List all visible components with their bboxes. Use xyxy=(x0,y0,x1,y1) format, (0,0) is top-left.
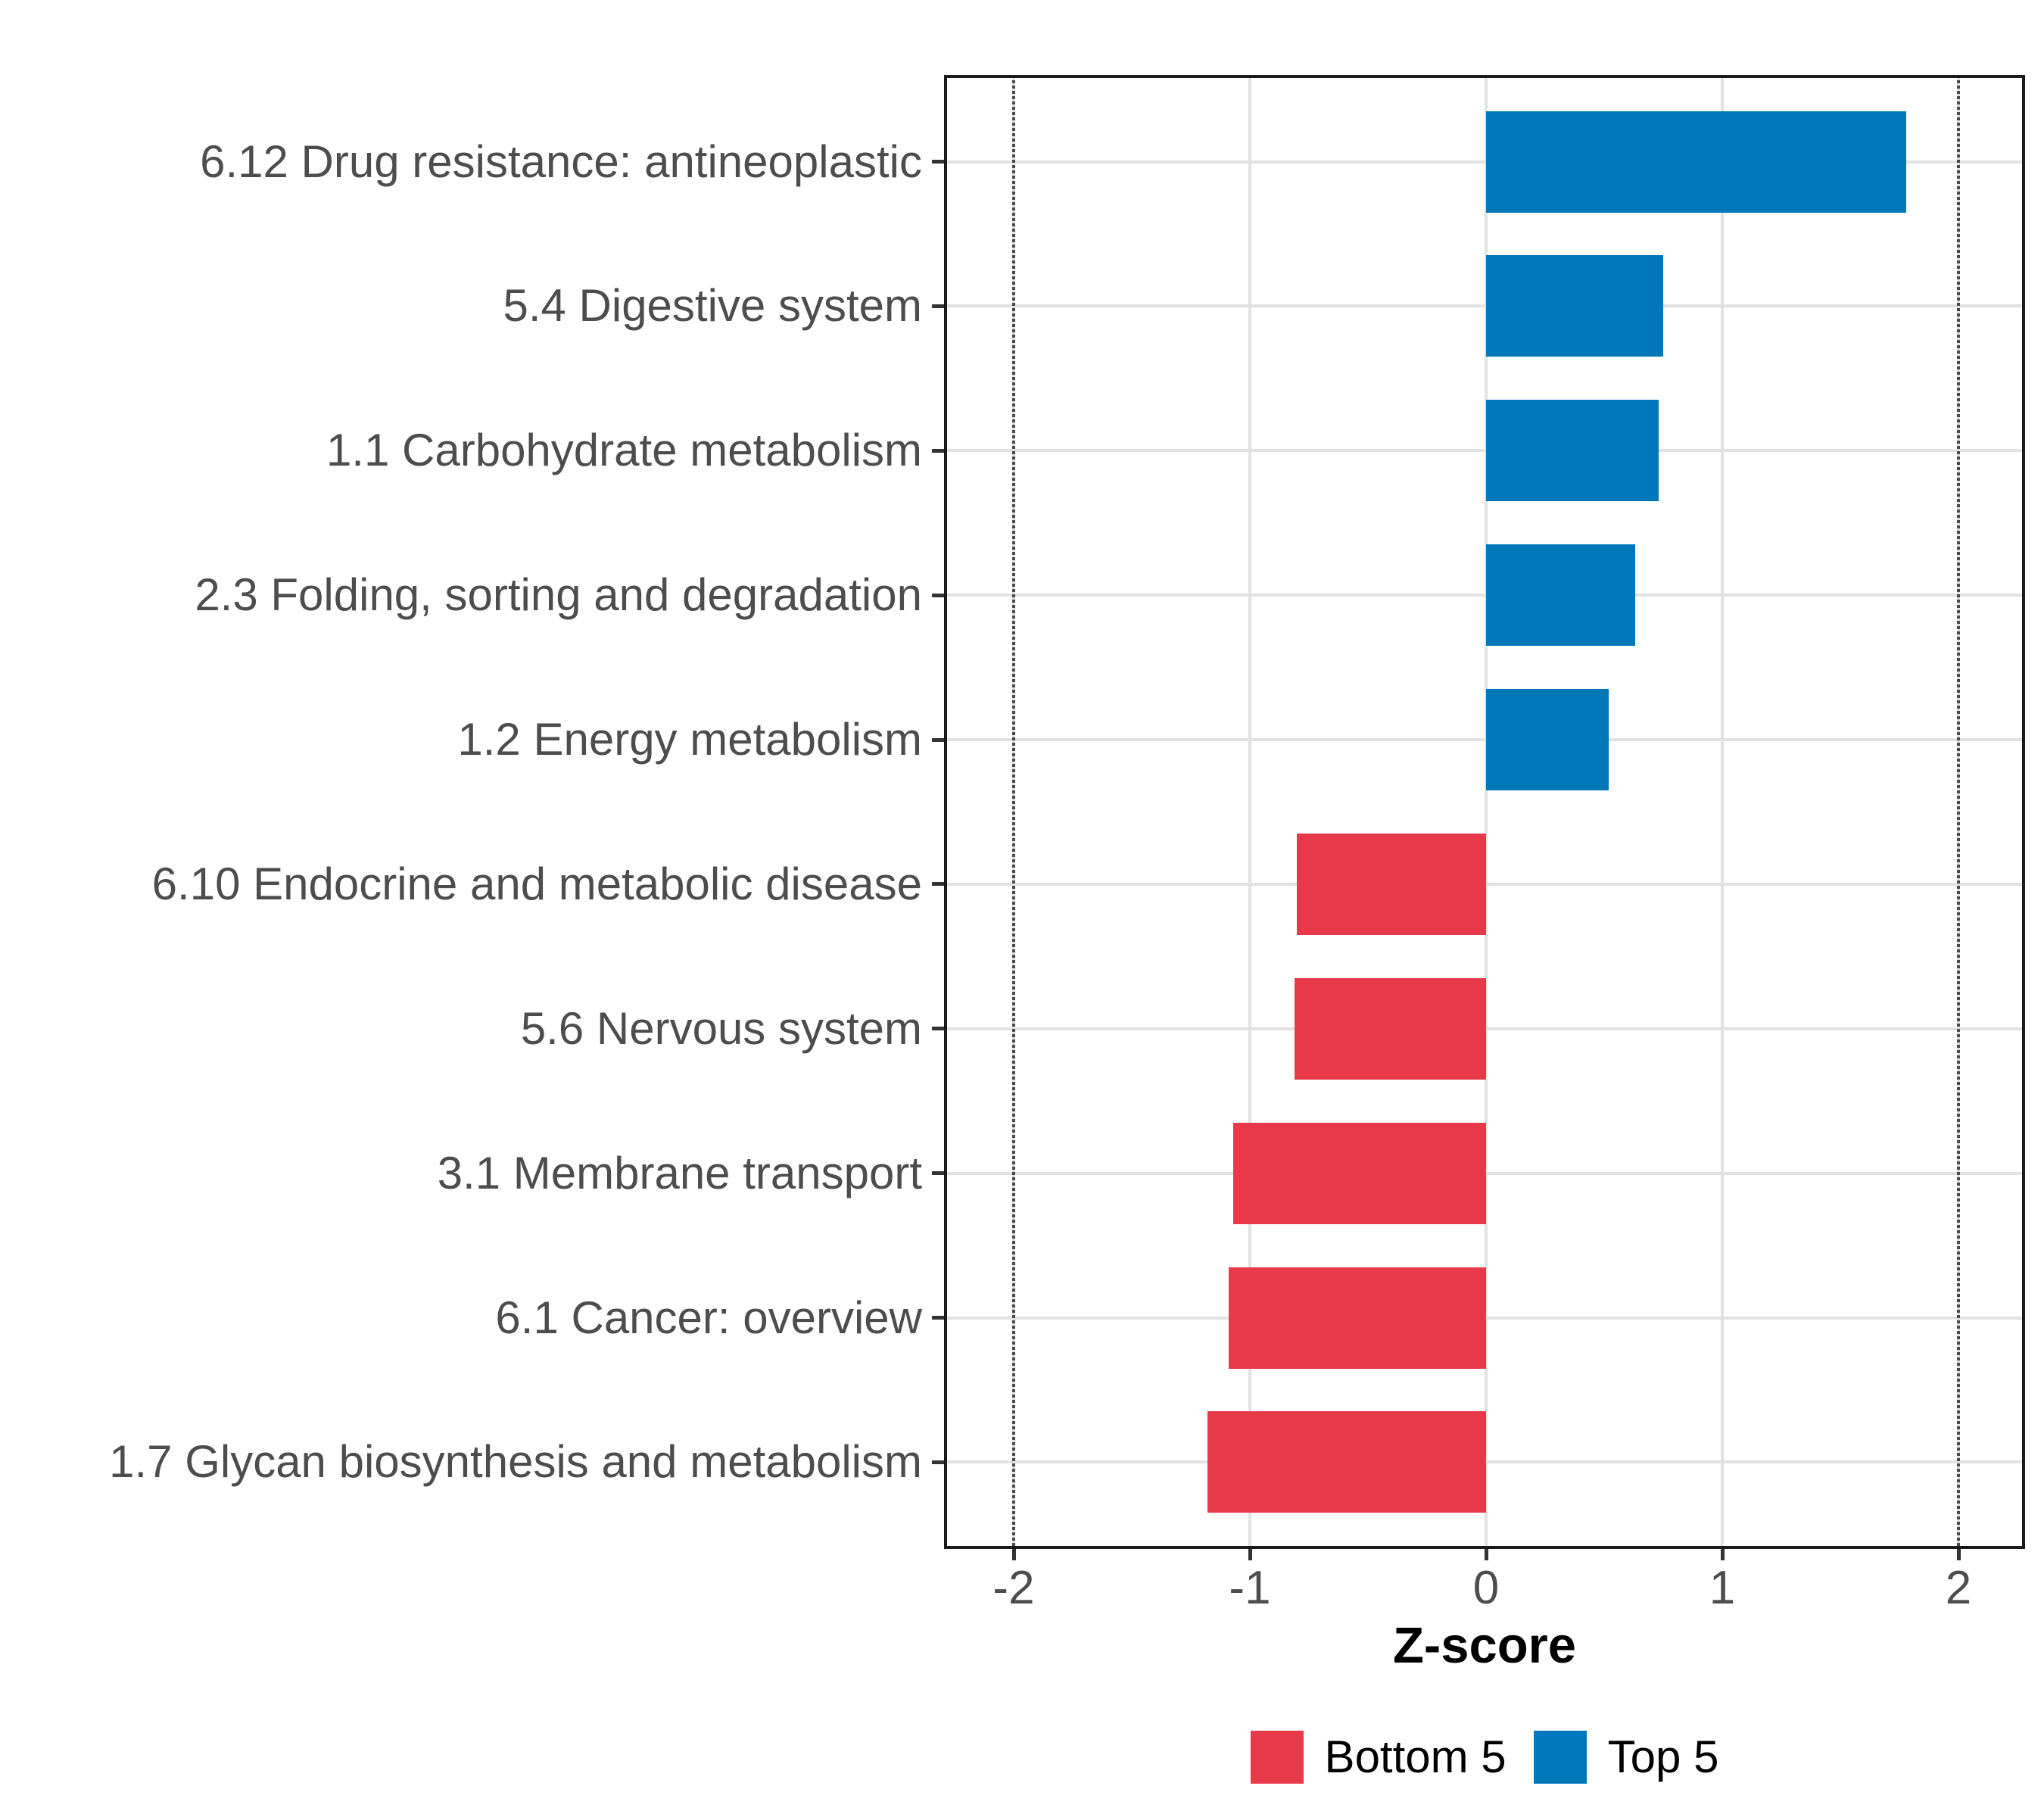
y-axis-label: 3.1 Membrane transport xyxy=(437,1147,922,1198)
y-axis-label: 2.3 Folding, sorting and degradation xyxy=(195,569,922,621)
x-axis-title: Z-score xyxy=(1392,1617,1577,1674)
bar-top5-row3 xyxy=(1486,400,1659,502)
x-axis-tick xyxy=(1720,1549,1725,1560)
y-axis-tick xyxy=(932,1316,944,1320)
x-axis-tick-label: 1 xyxy=(1709,1562,1736,1614)
y-axis-tick xyxy=(932,1171,944,1176)
reference-line-x2 xyxy=(1957,75,1960,1549)
bar-top5-row2 xyxy=(1486,255,1663,357)
y-axis-label: 1.2 Energy metabolism xyxy=(457,714,922,765)
x-axis-tick xyxy=(1484,1549,1488,1560)
gridline-vertical xyxy=(1485,75,1488,1549)
y-axis-tick xyxy=(932,737,944,742)
legend-item-top-5: Top 5 xyxy=(1533,1731,1719,1784)
x-axis-tick xyxy=(1956,1549,1961,1560)
bar-bottom5-row9 xyxy=(1228,1267,1486,1369)
x-axis-tick xyxy=(1011,1549,1016,1560)
x-axis-tick-label: -1 xyxy=(1229,1562,1271,1614)
x-axis-tick-label: 0 xyxy=(1472,1562,1500,1614)
y-axis-label: 6.12 Drug resistance: antineoplastic xyxy=(200,136,922,187)
reference-line-x-2 xyxy=(1012,75,1015,1549)
legend-swatch xyxy=(1533,1731,1587,1784)
bar-bottom5-row10 xyxy=(1207,1411,1486,1513)
y-axis-tick xyxy=(932,1027,944,1031)
y-axis-tick xyxy=(932,593,944,597)
y-axis-label: 1.1 Carbohydrate metabolism xyxy=(326,425,922,476)
y-axis-label: 6.10 Endocrine and metabolic disease xyxy=(151,858,922,909)
y-axis-tick xyxy=(932,160,944,164)
legend-swatch xyxy=(1250,1731,1304,1784)
gridline-vertical xyxy=(1248,75,1251,1549)
bar-top5-row4 xyxy=(1486,544,1635,647)
y-axis-label: 1.7 Glycan biosynthesis and metabolism xyxy=(109,1436,922,1488)
x-axis-tick xyxy=(1248,1549,1252,1560)
x-axis-tick-label: 2 xyxy=(1945,1562,1972,1614)
bar-bottom5-row6 xyxy=(1297,833,1486,935)
x-axis-tick-label: -2 xyxy=(992,1562,1035,1614)
bar-top5-row5 xyxy=(1486,689,1609,791)
y-axis-label: 5.4 Digestive system xyxy=(503,280,922,332)
bar-bottom5-row8 xyxy=(1233,1122,1486,1224)
y-axis-tick xyxy=(932,882,944,887)
legend-label: Bottom 5 xyxy=(1324,1731,1507,1782)
legend: Bottom 5 Top 5 xyxy=(944,1731,2025,1784)
gridline-vertical xyxy=(1721,75,1724,1549)
bar-bottom5-row7 xyxy=(1295,977,1486,1080)
y-axis-tick xyxy=(932,1460,944,1464)
y-axis-label: 6.1 Cancer: overview xyxy=(495,1292,922,1343)
legend-label: Top 5 xyxy=(1607,1731,1719,1782)
bar-top5-row1 xyxy=(1486,111,1907,213)
legend-item-bottom-5: Bottom 5 xyxy=(1250,1731,1507,1784)
y-axis-tick xyxy=(932,304,944,308)
y-axis-tick xyxy=(932,448,944,453)
y-axis-label: 5.6 Nervous system xyxy=(520,1002,922,1054)
